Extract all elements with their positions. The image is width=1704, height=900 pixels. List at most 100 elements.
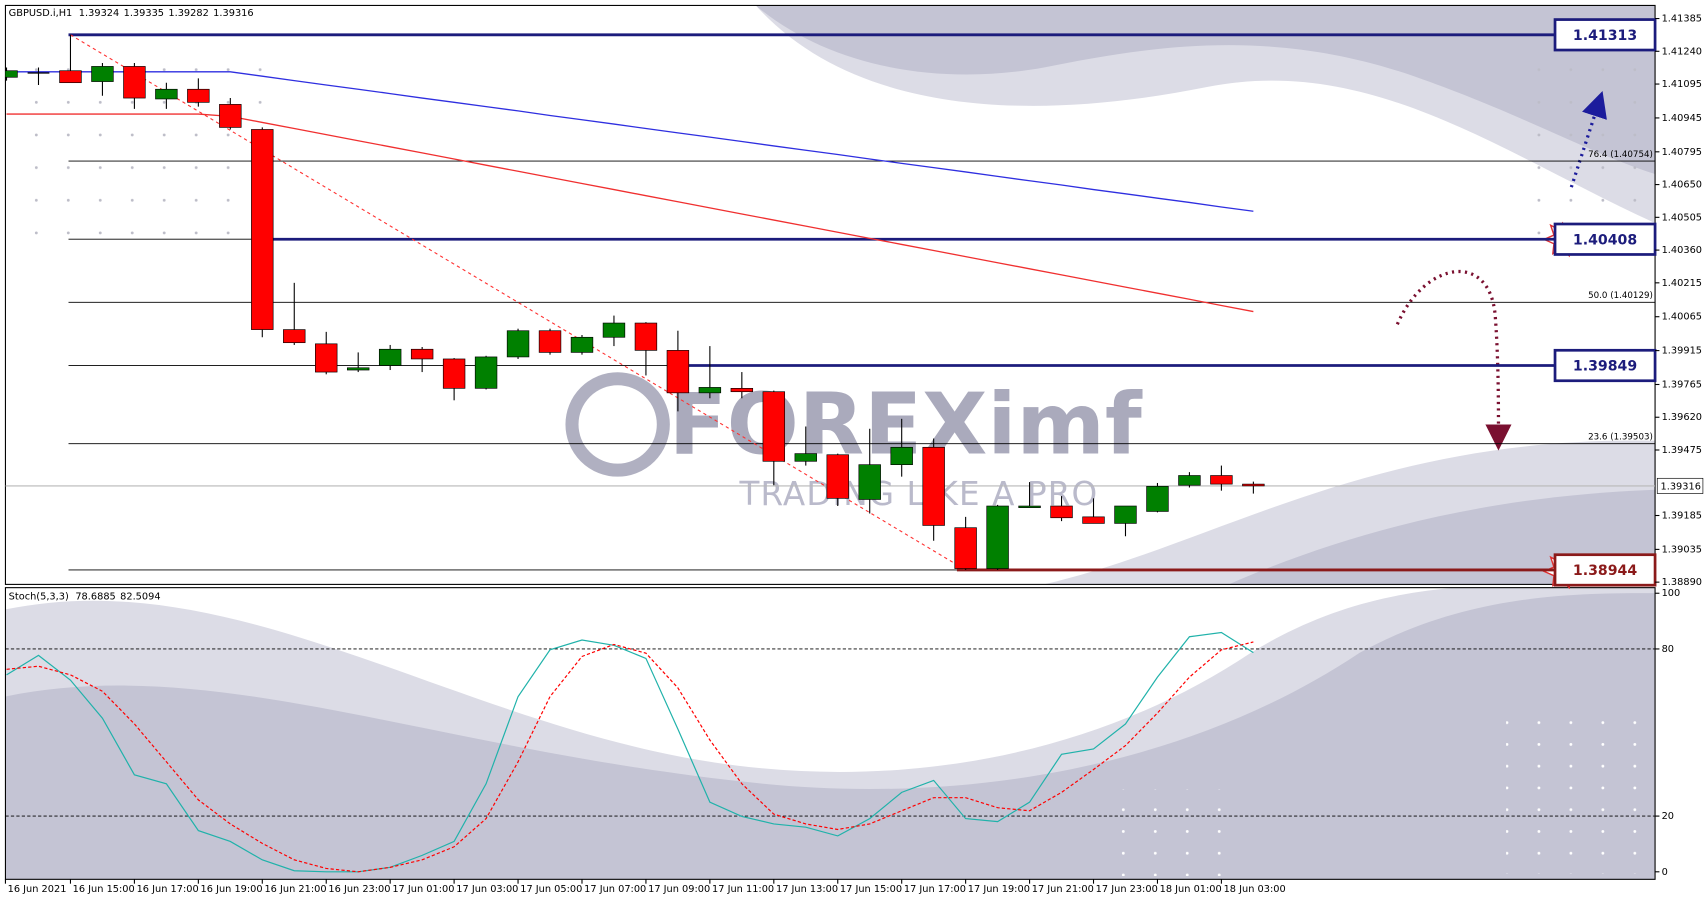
y-tick-label: 1.39185 (1662, 511, 1702, 522)
x-tick-label: 16 Jun 17:00 (137, 884, 199, 895)
series-line (6, 71, 1254, 212)
candle-body (858, 464, 881, 500)
series-line (6, 113, 1254, 313)
candle-body (794, 453, 817, 462)
candle-body (986, 505, 1009, 569)
plot-area (5, 33, 1656, 572)
high-value: 1.39335 (124, 8, 164, 19)
candle-body (315, 343, 338, 373)
candle-body (826, 454, 849, 499)
y-tick-label: 100 (1662, 588, 1681, 599)
candle-body (378, 348, 402, 366)
x-tick-label: 18 Jun 01:00 (1160, 884, 1222, 895)
open-value: 1.39324 (79, 8, 119, 19)
fib-label: 23.6 (1.39503) (1588, 433, 1653, 443)
y-tick-label: 1.41095 (1662, 79, 1702, 90)
fib-label: 76.4 (1.40754) (1588, 150, 1653, 160)
candle-body (59, 70, 82, 84)
y-tick-label: 1.40795 (1662, 147, 1702, 158)
candle-body (442, 358, 466, 389)
candle-body (954, 527, 977, 569)
candle-body (762, 391, 786, 462)
y-tick-label: 1.38890 (1662, 577, 1702, 588)
x-tick-label: 18 Jun 03:00 (1224, 884, 1286, 895)
main-background (8, 5, 1656, 585)
trend-line (70, 34, 966, 571)
y-tick-label: 1.41240 (1662, 46, 1702, 57)
x-tick-label: 17 Jun 07:00 (584, 884, 646, 895)
current-price-label: 1.39316 (1661, 481, 1701, 492)
level-label: 1.41313 (1573, 28, 1637, 44)
candle-body (666, 350, 690, 394)
y-tick-label: 1.39620 (1662, 412, 1702, 423)
candle-body (1018, 505, 1041, 508)
x-tick-label: 17 Jun 01:00 (392, 884, 454, 895)
y-tick-label: 80 (1662, 644, 1674, 655)
candle-body (698, 387, 722, 394)
candle-body (1082, 516, 1105, 524)
stoch-background (5, 587, 1656, 880)
wave (5, 593, 1656, 880)
candle-body (346, 367, 370, 371)
candle-body (1050, 505, 1073, 519)
dot-grid (1098, 788, 1229, 877)
y-tick-label: 0 (1662, 867, 1668, 878)
up-arrow (1569, 90, 1607, 188)
candle-body (187, 88, 210, 103)
y-tick-label: 1.40650 (1662, 180, 1702, 191)
watermark-tagline: TRADING LIKE A PRO (739, 475, 1099, 513)
candle-body (474, 356, 498, 389)
low-value: 1.39282 (168, 8, 208, 19)
y-tick-label: 1.39035 (1662, 544, 1702, 555)
candle-body (91, 66, 114, 82)
candle-body (123, 66, 146, 99)
stoch-header: Stoch(5,3,3) 78.6885 82.5094 (9, 591, 161, 602)
candle-body (251, 129, 274, 330)
y-tick-label: 1.40215 (1662, 278, 1702, 289)
fib-label: 50.0 (1.40129) (1588, 291, 1653, 301)
wave (1228, 489, 1656, 585)
x-tick-label: 16 Jun 23:00 (328, 884, 390, 895)
chart-header: GBPUSD.i,H1 1.39324 1.39335 1.39282 1.39316 (9, 8, 254, 19)
x-tick-label: 17 Jun 15:00 (840, 884, 902, 895)
y-tick-label: 1.40065 (1662, 312, 1702, 323)
x-tick-label: 17 Jun 09:00 (648, 884, 710, 895)
candle-body (538, 330, 562, 353)
y-tick-label: 1.40360 (1662, 245, 1702, 256)
candle-body (570, 336, 594, 353)
y-tick-label: 1.39915 (1662, 346, 1702, 357)
level-box (1553, 348, 1657, 383)
x-tick-label: 17 Jun 23:00 (1096, 884, 1158, 895)
candle-body (602, 322, 626, 338)
y-tick-label: 1.40945 (1662, 113, 1702, 124)
candle-body (410, 348, 434, 360)
x-tick-label: 17 Jun 17:00 (904, 884, 966, 895)
close-value: 1.39316 (213, 8, 253, 19)
level-box (1553, 222, 1657, 256)
y-tick-label: 1.41385 (1662, 14, 1702, 25)
x-tick-label: 16 Jun 19:00 (201, 884, 263, 895)
candle-body (283, 329, 306, 344)
candle-body (922, 446, 945, 526)
logo-ring (565, 372, 670, 477)
level-label: 1.38944 (1573, 563, 1637, 579)
level-box (1553, 18, 1657, 52)
level-label: 1.40408 (1573, 232, 1637, 248)
candle-body (890, 446, 913, 466)
candle-body (506, 330, 530, 358)
stoch-title: Stoch(5,3,3) (9, 591, 69, 602)
level-box (1553, 553, 1657, 587)
y-tick-label: 1.39765 (1662, 379, 1702, 390)
candle-body (1146, 486, 1169, 512)
y-tick-label: 20 (1662, 811, 1674, 822)
candle-body (219, 104, 242, 128)
series-line (6, 641, 1254, 873)
series-line (6, 631, 1254, 873)
level-label: 1.39849 (1573, 359, 1637, 375)
y-tick-label: 1.39475 (1662, 445, 1702, 456)
x-tick-label: 17 Jun 11:00 (712, 884, 774, 895)
candle-body (1114, 505, 1137, 524)
x-tick-label: 17 Jun 19:00 (968, 884, 1030, 895)
